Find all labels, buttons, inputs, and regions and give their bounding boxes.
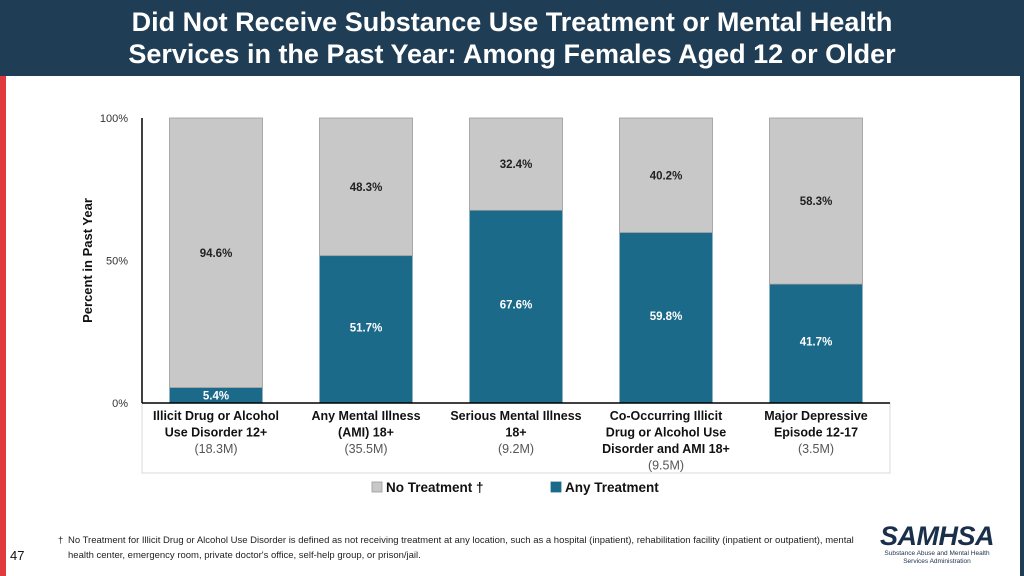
bar-no-treatment: [169, 117, 263, 389]
page-title-line-1: Did Not Receive Substance Use Treatment …: [131, 7, 893, 37]
slide-number: 47: [10, 548, 25, 563]
category-count: (35.5M): [344, 442, 387, 456]
logo-subtitle-line-1: Substance Abuse and Mental Health: [884, 550, 990, 557]
bar-any-treatment: [169, 387, 263, 403]
data-label-any-treatment: 5.4%: [203, 390, 229, 402]
legend-swatch: [371, 481, 383, 493]
page-title-line-2: Services in the Past Year: Among Females…: [128, 39, 896, 69]
bar-any-treatment: [619, 232, 713, 403]
category-count: (9.5M): [648, 459, 684, 473]
bar-no-treatment: [469, 117, 563, 211]
bar-no-treatment: [769, 117, 863, 285]
bar-no-treatment: [319, 117, 413, 257]
bar-any-treatment: [319, 255, 413, 403]
category-label: Any Mental Illness: [311, 409, 420, 423]
y-tick-label: 0%: [112, 398, 128, 410]
y-axis-title: Percent in Past Year: [80, 198, 95, 323]
x-axis-label-panel: [141, 402, 891, 474]
footnote: † No Treatment for Illicit Drug or Alcoh…: [58, 533, 858, 563]
legend-label: No Treatment †: [386, 480, 484, 495]
legend-label: Any Treatment: [565, 480, 659, 495]
data-label-any-treatment: 41.7%: [800, 337, 833, 349]
category-label: Major Depressive: [764, 409, 868, 423]
samhsa-logo: SAMHSA Substance Abuse and Mental Health…: [872, 522, 1002, 566]
category-label: Drug or Alcohol Use: [606, 426, 726, 440]
title-bar: Did Not Receive Substance Use Treatment …: [0, 0, 1024, 76]
logo-wordmark: SAMHSA: [879, 521, 995, 551]
category-label: Serious Mental Illness: [450, 409, 581, 423]
left-accent-bar: [0, 76, 6, 576]
y-tick-label: 50%: [106, 256, 128, 268]
logo-subtitle-line-2: Services Administration: [903, 558, 971, 565]
category-label: Use Disorder 12+: [165, 426, 267, 440]
data-label-any-treatment: 67.6%: [500, 300, 533, 312]
footnote-text: No Treatment for Illicit Drug or Alcohol…: [68, 535, 854, 561]
bar-any-treatment: [469, 210, 563, 403]
category-label: 18+: [505, 426, 526, 440]
data-label-no-treatment: 94.6%: [200, 248, 233, 260]
y-tick-label: 100%: [100, 113, 128, 125]
bar-any-treatment: [769, 284, 863, 403]
category-count: (3.5M): [798, 442, 834, 456]
category-label: Illicit Drug or Alcohol: [153, 409, 279, 423]
data-label-no-treatment: 40.2%: [650, 170, 683, 182]
category-count: (9.2M): [498, 442, 534, 456]
data-label-no-treatment: 58.3%: [800, 196, 833, 208]
data-label-no-treatment: 32.4%: [500, 159, 533, 171]
legend-swatch: [550, 481, 562, 493]
category-label: Disorder and AMI 18+: [602, 442, 730, 456]
category-count: (18.3M): [194, 442, 237, 456]
category-label: (AMI) 18+: [338, 426, 394, 440]
category-label: Episode 12-17: [774, 426, 858, 440]
category-label: Co-Occurring Illicit: [610, 409, 723, 423]
bar-no-treatment: [619, 117, 713, 233]
footnote-dagger: †: [58, 535, 64, 546]
right-accent-bar: [1020, 76, 1024, 576]
data-label-any-treatment: 51.7%: [350, 322, 383, 334]
data-label-no-treatment: 48.3%: [350, 182, 383, 194]
data-label-any-treatment: 59.8%: [650, 311, 683, 323]
